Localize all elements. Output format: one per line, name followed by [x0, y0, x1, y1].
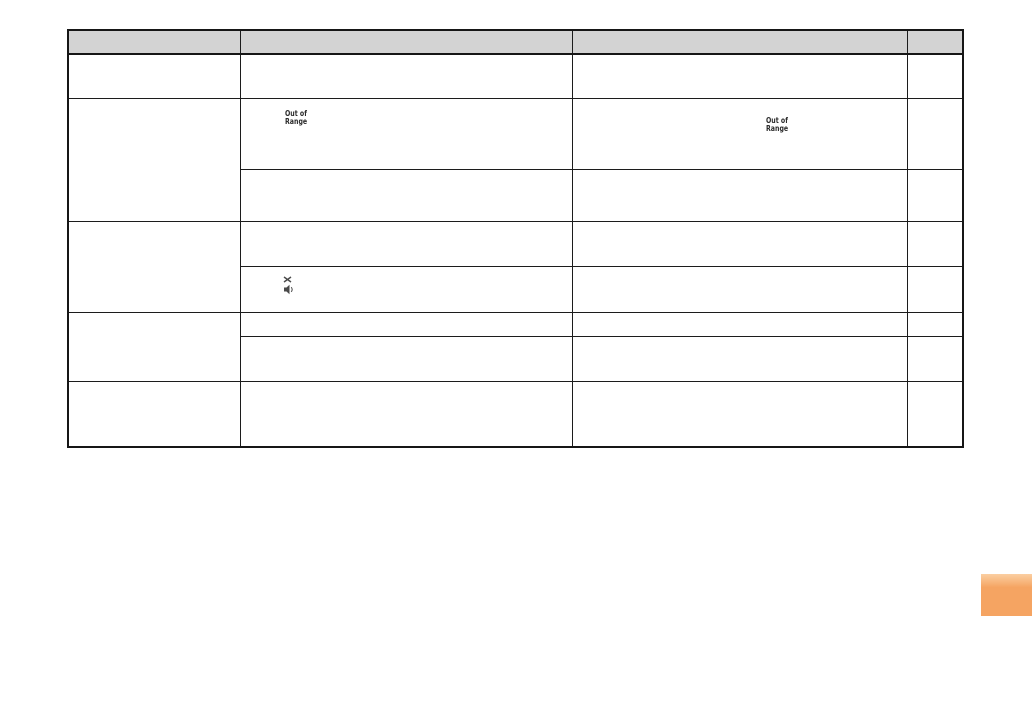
table-row [68, 335, 964, 382]
table-header [67, 29, 964, 55]
table-cell [572, 265, 908, 313]
out-of-range-display-label: Out of Range [285, 108, 308, 127]
table-cell [572, 335, 908, 382]
display-icons-table: Out of Range Out of Range [67, 29, 964, 448]
table-cell: Out of Range [240, 97, 573, 170]
table-cell [240, 311, 573, 337]
table-cell [907, 265, 964, 313]
table-cell [907, 53, 964, 99]
table-header-row [67, 29, 964, 55]
x-mark-icon [283, 275, 292, 283]
table-cell [907, 335, 964, 382]
table-cell [67, 220, 241, 313]
table-row: Out of Range Out of Range [67, 97, 964, 222]
table-row [67, 53, 964, 99]
out-of-range-display-label: Out of Range [766, 115, 789, 134]
speaker-icon [284, 284, 293, 294]
table-cell [907, 311, 964, 337]
out-of-range-line2: Range [766, 124, 789, 133]
table-cell [240, 335, 573, 382]
table-cell [572, 53, 908, 99]
table-cell [240, 380, 573, 448]
table-cell [240, 168, 573, 222]
page-edge-section-tab [981, 574, 1032, 616]
table-row [67, 220, 964, 313]
table-cell [572, 168, 908, 222]
table-cell [67, 311, 241, 382]
out-of-range-line1: Out of [285, 108, 307, 118]
table-cell [572, 380, 908, 448]
table-cell: Out of Range [572, 97, 908, 170]
table-cell [572, 220, 908, 267]
header-cell [572, 29, 908, 55]
out-of-range-line2: Range [285, 117, 308, 126]
header-cell [67, 29, 241, 55]
table-cell [67, 53, 241, 99]
header-cell [907, 29, 964, 55]
out-of-range-line1: Out of [766, 115, 788, 125]
table-cell [67, 380, 241, 448]
header-cell [240, 29, 573, 55]
table-cell [907, 220, 964, 267]
table-cell [240, 220, 573, 267]
table-cell [907, 380, 964, 448]
table-row [67, 380, 964, 448]
table-cell [240, 53, 573, 99]
table-cell [67, 97, 241, 222]
table-row [67, 311, 964, 382]
table-row [68, 168, 964, 222]
table-cell [907, 168, 964, 222]
table-cell [907, 97, 964, 170]
table-cell [572, 311, 908, 337]
table-cell [240, 265, 573, 313]
muted-speaker-icon [283, 275, 297, 295]
